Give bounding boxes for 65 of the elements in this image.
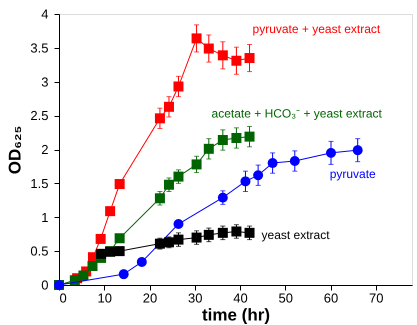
point <box>105 206 116 216</box>
y-tick-label: 0 <box>41 278 48 292</box>
point <box>154 193 165 204</box>
point <box>244 228 255 238</box>
point <box>136 256 147 267</box>
y-tick-label: 3.5 <box>30 40 48 56</box>
point <box>231 132 242 143</box>
point <box>164 237 174 248</box>
y-tick-label: 2 <box>41 142 48 157</box>
point <box>164 180 174 190</box>
x-tick-label: 50 <box>278 290 294 306</box>
point <box>204 230 214 240</box>
point <box>96 248 106 259</box>
point <box>173 219 184 230</box>
point <box>114 179 125 190</box>
point <box>218 135 228 146</box>
y-tick-label: 2.5 <box>30 108 48 124</box>
point <box>87 261 98 272</box>
series-label: pyruvate <box>330 167 376 182</box>
point <box>290 156 300 166</box>
point <box>173 172 184 182</box>
x-tick-label: 70 <box>369 290 384 306</box>
point <box>192 232 202 243</box>
point <box>326 148 336 158</box>
point <box>268 158 278 168</box>
point <box>253 170 264 180</box>
point <box>164 102 174 112</box>
point <box>231 56 242 66</box>
point <box>231 226 242 236</box>
point <box>154 113 165 124</box>
point <box>192 159 202 170</box>
point <box>114 246 125 256</box>
x-tick-label: 40 <box>233 290 248 306</box>
point <box>173 234 184 245</box>
point <box>244 132 255 142</box>
point <box>173 81 184 92</box>
x-tick-label: 0 <box>60 290 67 306</box>
point <box>204 44 214 54</box>
series-label: yeast extract <box>262 228 330 242</box>
x-axis-title: time (hr) <box>202 306 270 324</box>
x-tick-label: 30 <box>188 290 203 306</box>
point <box>96 234 106 244</box>
y-tick-label: 4 <box>41 6 48 22</box>
point <box>78 270 88 281</box>
point <box>192 33 202 44</box>
point <box>352 145 363 156</box>
y-tick-label: 1 <box>41 210 48 225</box>
y-tick-label: 1.5 <box>30 176 48 191</box>
point <box>118 269 129 280</box>
point <box>218 228 228 238</box>
point <box>240 176 250 186</box>
point <box>244 53 255 64</box>
point <box>218 50 228 60</box>
x-tick-label: 10 <box>98 290 112 306</box>
point <box>154 238 165 249</box>
point <box>218 192 228 203</box>
y-tick-label: 3 <box>41 74 48 90</box>
series-label: pyruvate + yeast extract <box>252 22 381 36</box>
x-tick-label: 20 <box>142 290 158 306</box>
point <box>114 233 125 244</box>
x-tick-label: 60 <box>324 290 338 306</box>
y-tick-label: 0.5 <box>30 244 48 259</box>
series-label: acetate + HCO₃⁻ + yeast extract <box>212 106 382 121</box>
point <box>204 144 214 154</box>
y-axis-title: OD₆₂₅ <box>5 126 24 174</box>
